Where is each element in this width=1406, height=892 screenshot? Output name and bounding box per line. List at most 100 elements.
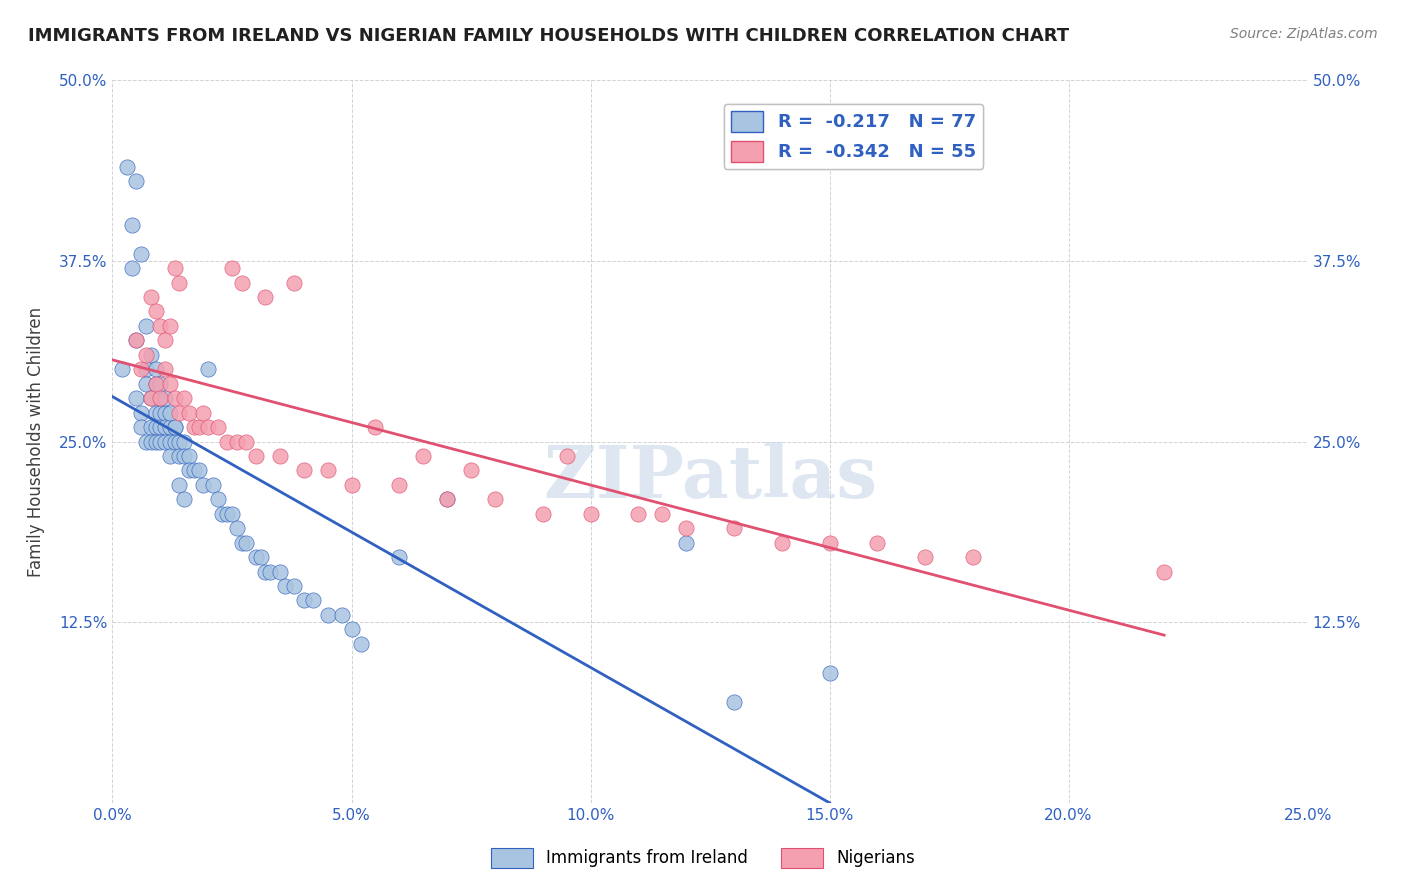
Point	[207, 492, 229, 507]
Point	[149, 434, 172, 449]
Point	[111, 362, 134, 376]
Point	[149, 376, 172, 391]
Point	[169, 434, 191, 449]
Point	[245, 550, 267, 565]
Point	[177, 406, 200, 420]
Point	[388, 478, 411, 492]
Point	[723, 695, 745, 709]
Point	[183, 420, 205, 434]
Point	[145, 376, 167, 391]
Point	[412, 449, 434, 463]
Point	[316, 463, 339, 477]
Point	[183, 463, 205, 477]
Point	[818, 665, 841, 680]
Point	[139, 420, 162, 434]
Point	[350, 637, 373, 651]
Point	[225, 521, 247, 535]
Point	[149, 318, 172, 333]
Point	[302, 593, 325, 607]
Point	[723, 521, 745, 535]
Point	[245, 449, 267, 463]
Point	[235, 434, 257, 449]
Point	[153, 420, 176, 434]
Point	[866, 535, 889, 549]
Point	[145, 434, 167, 449]
Point	[221, 261, 243, 276]
Point	[163, 391, 186, 405]
Point	[149, 391, 172, 405]
Point	[153, 391, 176, 405]
Text: IMMIGRANTS FROM IRELAND VS NIGERIAN FAMILY HOUSEHOLDS WITH CHILDREN CORRELATION : IMMIGRANTS FROM IRELAND VS NIGERIAN FAMI…	[28, 27, 1069, 45]
Point	[231, 535, 253, 549]
Point	[651, 507, 673, 521]
Point	[388, 550, 411, 565]
Point	[211, 507, 233, 521]
Point	[254, 290, 277, 304]
Point	[579, 507, 602, 521]
Point	[962, 550, 984, 565]
Point	[145, 304, 167, 318]
Point	[675, 535, 697, 549]
Point	[169, 406, 191, 420]
Point	[484, 492, 506, 507]
Point	[460, 463, 482, 477]
Point	[163, 420, 186, 434]
Point	[159, 318, 181, 333]
Point	[115, 160, 138, 174]
Point	[436, 492, 458, 507]
Point	[177, 463, 200, 477]
Point	[235, 535, 257, 549]
Point	[121, 261, 143, 276]
Point	[292, 463, 315, 477]
Point	[1153, 565, 1175, 579]
Point	[187, 463, 209, 477]
Y-axis label: Family Households with Children: Family Households with Children	[27, 307, 45, 576]
Point	[177, 449, 200, 463]
Point	[770, 535, 793, 549]
Point	[145, 420, 167, 434]
Point	[121, 218, 143, 232]
Point	[555, 449, 578, 463]
Point	[173, 492, 195, 507]
Point	[159, 434, 181, 449]
Point	[153, 362, 176, 376]
Point	[145, 406, 167, 420]
Point	[153, 406, 176, 420]
Point	[159, 376, 181, 391]
Point	[193, 478, 215, 492]
Point	[153, 334, 176, 348]
Point	[217, 434, 239, 449]
Point	[125, 174, 148, 188]
Point	[163, 434, 186, 449]
Point	[169, 449, 191, 463]
Point	[173, 434, 195, 449]
Text: ZIPatlas: ZIPatlas	[543, 442, 877, 513]
Point	[145, 376, 167, 391]
Legend: R =  -0.217   N = 77, R =  -0.342   N = 55: R = -0.217 N = 77, R = -0.342 N = 55	[724, 103, 983, 169]
Point	[135, 376, 157, 391]
Point	[145, 362, 167, 376]
Point	[201, 478, 224, 492]
Point	[139, 391, 162, 405]
Point	[129, 406, 152, 420]
Point	[283, 276, 305, 290]
Point	[269, 449, 291, 463]
Point	[139, 434, 162, 449]
Point	[217, 507, 239, 521]
Point	[169, 276, 191, 290]
Point	[283, 579, 305, 593]
Point	[139, 348, 162, 362]
Point	[135, 362, 157, 376]
Point	[231, 276, 253, 290]
Point	[340, 478, 363, 492]
Point	[129, 362, 152, 376]
Point	[675, 521, 697, 535]
Point	[249, 550, 271, 565]
Point	[125, 334, 148, 348]
Point	[197, 362, 219, 376]
Point	[197, 420, 219, 434]
Text: Source: ZipAtlas.com: Source: ZipAtlas.com	[1230, 27, 1378, 41]
Point	[153, 434, 176, 449]
Point	[139, 391, 162, 405]
Point	[221, 507, 243, 521]
